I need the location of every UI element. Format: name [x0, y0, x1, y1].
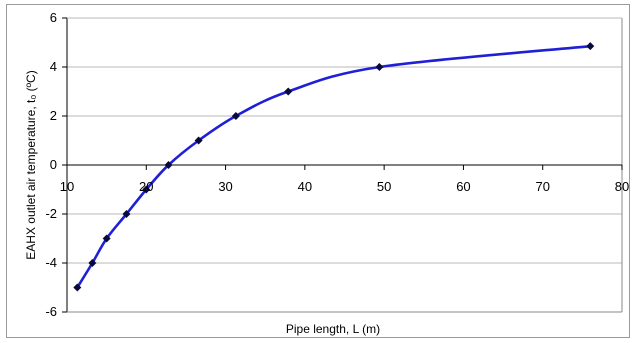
data-point [164, 161, 173, 169]
y-tick-label: 4 [50, 59, 57, 74]
data-point [88, 259, 97, 267]
y-tick-label: 0 [50, 157, 57, 172]
data-series [73, 42, 595, 292]
data-point [194, 136, 203, 145]
tick-labels: -6 -4 -2 0 2 4 6 10 20 30 40 50 60 70 80 [45, 10, 629, 319]
x-axis-title: Pipe length, L (m) [286, 322, 380, 336]
x-tick-label: 10 [60, 179, 74, 194]
data-point [142, 185, 151, 194]
data-point [586, 42, 595, 51]
data-point [375, 63, 384, 71]
y-tick-label: -6 [45, 304, 57, 319]
data-point [122, 210, 131, 218]
x-tick-label: 70 [535, 179, 549, 194]
data-point [284, 87, 293, 96]
x-tick-label: 50 [377, 179, 391, 194]
x-tick-label: 60 [456, 179, 470, 194]
data-point [231, 112, 240, 120]
chart-frame [6, 4, 630, 338]
y-tick-label: -4 [45, 255, 57, 270]
y-tick-label: -2 [45, 206, 57, 221]
data-point [73, 283, 82, 292]
axes [62, 17, 623, 313]
series-line [76, 44, 591, 289]
x-tick-label: 20 [139, 179, 153, 194]
x-tick-label: 80 [615, 179, 629, 194]
x-tick-label: 30 [218, 179, 232, 194]
y-tick-label: 6 [50, 10, 57, 25]
x-tick-label: 40 [298, 179, 312, 194]
data-point [102, 234, 111, 243]
y-tick-label: 2 [50, 108, 57, 123]
y-axis-title: EAHX outlet air temperature, t₀ (ºC) [24, 70, 38, 259]
